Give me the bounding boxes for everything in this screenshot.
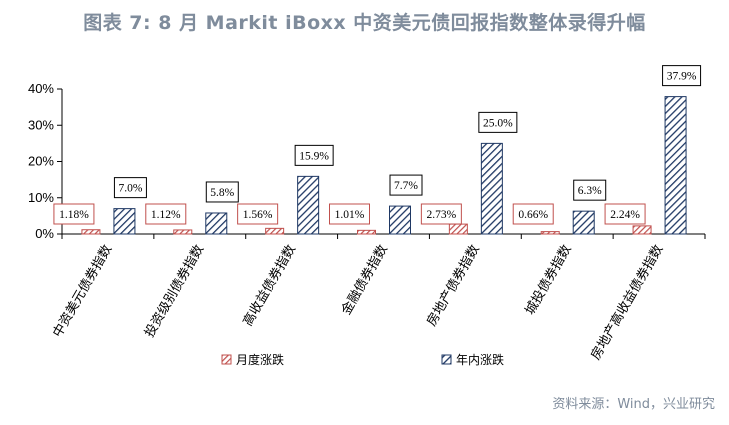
category-labels: 中资美元债券指数 投资级别债券指数 高收益债券指数 金融债券指数 房地产债券指数 城投债券… [50,242,667,363]
y-tick-label: 30% [28,117,54,132]
legend-swatch-monthly [221,354,232,365]
category-label: 房地产高收益债券指数 [588,242,667,363]
data-label-yearly: 6.3% [578,185,602,197]
data-label-box-monthly [237,203,279,225]
bar-monthly [357,229,376,235]
chart-title: 图表 7: 8 月 Markit iBoxx 中资美元债回报指数整体录得升幅 [83,12,646,34]
y-tick-label: 0% [35,226,54,241]
y-tick-label: 20% [28,154,54,169]
data-label-box-monthly [145,203,187,225]
bar-yearly [205,212,228,235]
bar-yearly [480,142,503,235]
bar-monthly [540,231,560,235]
category-label: 中资美元债券指数 [50,242,116,340]
data-label-box-monthly [329,203,370,225]
data-label-yearly: 15.9% [299,150,329,162]
bar-monthly [265,227,285,235]
data-label-box-yearly [294,144,334,166]
category-label: 投资级别债券指数 [141,242,207,340]
data-label-box-yearly [662,65,702,87]
data-label-box-monthly [420,203,462,225]
data-label-monthly: 0.66% [518,209,548,221]
category-label: 房地产债券指数 [423,242,482,329]
bar-monthly [81,229,101,235]
data-label-yearly: 37.9% [667,71,697,83]
data-label-box-monthly [53,203,95,225]
category-label: 城投债券指数 [522,242,575,318]
data-label-box-yearly [389,174,423,196]
data-label-yearly: 7.7% [394,180,418,192]
data-label-monthly: 1.12% [151,209,181,221]
bar-yearly [572,210,595,235]
data-label-box-monthly [512,203,554,225]
legend: 月度涨跌 年内涨跌 [221,352,504,367]
source-note: 资料来源：Wind，兴业研究 [552,397,715,412]
bar-yearly [389,205,411,235]
bar-monthly [448,223,468,235]
data-label-monthly: 2.73% [426,209,456,221]
data-label-box-yearly [478,111,518,133]
data-label-box-yearly [113,177,147,199]
data-label-yearly: 5.8% [210,187,234,199]
legend-swatch-yearly [441,354,452,365]
bar-yearly [113,208,136,235]
data-label-box-yearly [573,179,607,201]
bar-monthly [632,225,652,235]
data-label-monthly: 1.18% [59,209,89,221]
category-label: 金融债券指数 [338,242,391,318]
data-label-box-monthly [604,203,646,225]
data-label-monthly: 2.24% [610,209,640,221]
category-label: 高收益债券指数 [240,242,299,329]
axes: 0% 10% 20% 30% 40% [28,81,706,241]
y-tick-label: 40% [28,81,54,96]
y-tick-label: 10% [28,190,54,205]
bar-yearly [297,175,320,235]
data-label-box-yearly [205,181,239,203]
bar-monthly [173,229,193,235]
legend-label-yearly: 年内涨跌 [456,352,504,367]
data-label-yearly: 7.0% [118,183,142,195]
data-label-monthly: 1.01% [335,209,365,221]
data-label-monthly: 1.56% [243,209,273,221]
legend-label-monthly: 月度涨跌 [236,352,284,367]
bar-yearly [664,96,687,235]
data-label-yearly: 25.0% [483,117,513,129]
bars [81,96,687,235]
data-labels: 1.18% 7.0% 1.12% 5.8% 1.56% 15.9% 1.01% 7.7% 2.7… [53,65,702,225]
